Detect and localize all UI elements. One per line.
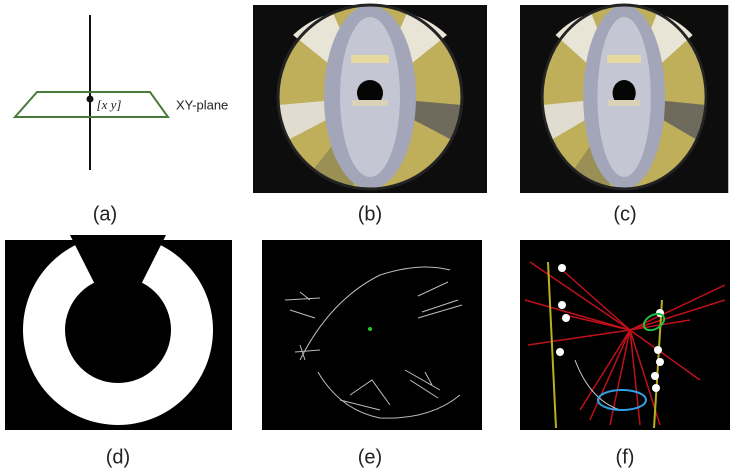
fisheye-image	[253, 5, 487, 193]
panel-label: (a)	[93, 203, 117, 225]
panel-a: [x y] XY-plane	[15, 15, 228, 170]
point-label: [x y]	[97, 97, 122, 112]
panel-label: (c)	[613, 203, 636, 225]
panel-label: (e)	[358, 446, 382, 468]
fisheye-image	[520, 5, 728, 193]
panel-f	[520, 240, 730, 430]
panel-label: (b)	[358, 203, 382, 225]
panel-label: (f)	[616, 446, 635, 468]
xy-plane	[15, 92, 168, 117]
plane-label: XY-plane	[176, 97, 228, 112]
panel-d	[5, 235, 232, 430]
panel-e	[262, 240, 482, 430]
panel-label: (d)	[106, 446, 130, 468]
center-point	[368, 327, 372, 331]
figure: [x y] XY-plane	[0, 0, 737, 472]
point	[87, 96, 94, 103]
